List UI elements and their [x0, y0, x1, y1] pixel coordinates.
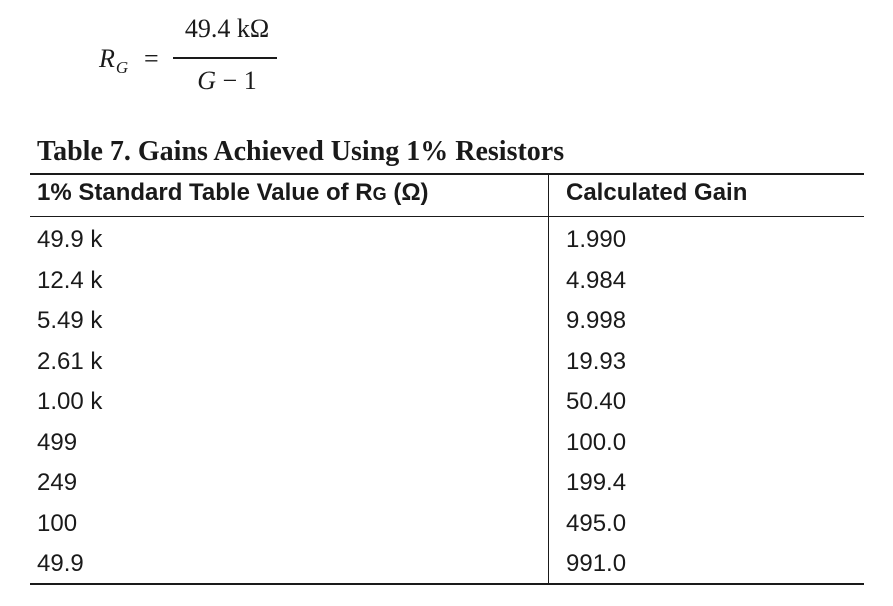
- table-row: 499 100.0: [0, 425, 893, 466]
- equation-equals-sign: =: [144, 44, 159, 73]
- table-body: 49.9 k 1.990 12.4 k 4.984 5.49 k 9.998 2…: [0, 222, 893, 587]
- column-header-resistor-subscript: G: [372, 184, 387, 204]
- calculated-gain-cell: 19.93: [566, 347, 627, 375]
- table-top-rule: [30, 173, 864, 175]
- resistor-value-cell: 2.61 k: [37, 347, 103, 375]
- equation-lhs-variable: R: [99, 44, 115, 73]
- calculated-gain-cell: 991.0: [566, 550, 627, 577]
- column-header-calculated-gain: Calculated Gain: [566, 179, 748, 206]
- table-caption: Table 7. Gains Achieved Using 1% Resisto…: [37, 136, 565, 167]
- calculated-gain-cell: 4.984: [566, 266, 627, 294]
- column-header-resistor-prefix: 1% Standard Table Value of R: [37, 179, 373, 206]
- table-row: 12.4 k 4.984: [0, 263, 893, 304]
- table-row: 49.9 991.0: [0, 546, 893, 587]
- table-bottom-rule: [30, 583, 864, 585]
- resistor-value-cell: 100: [37, 509, 78, 537]
- resistor-value-cell: 249: [37, 469, 78, 496]
- table-row: 5.49 k 9.998: [0, 303, 893, 344]
- equation-denominator: G − 1: [175, 66, 279, 96]
- equation-lhs: RG: [99, 44, 129, 77]
- equation-numerator: 49.4 kΩ: [184, 14, 270, 43]
- equation-denominator-variable: G: [197, 66, 217, 95]
- resistor-value-cell: 49.9 k: [37, 226, 103, 253]
- equation-denominator-rest: − 1: [216, 66, 257, 95]
- table-column-divider: [548, 175, 549, 584]
- resistor-value-cell: 49.9: [37, 550, 84, 577]
- calculated-gain-cell: 495.0: [566, 509, 627, 537]
- table-row: 100 495.0: [0, 506, 893, 547]
- column-header-resistor-suffix: (Ω): [386, 179, 429, 206]
- column-header-resistor-value: 1% Standard Table Value of RG (Ω): [37, 179, 429, 207]
- resistor-value-cell: 12.4 k: [37, 266, 103, 294]
- calculated-gain-cell: 100.0: [566, 428, 627, 456]
- resistor-value-cell: 5.49 k: [37, 307, 103, 334]
- resistor-value-cell: 1.00 k: [37, 388, 103, 415]
- table-row: 49.9 k 1.990: [0, 222, 893, 263]
- table-row: 1.00 k 50.40: [0, 384, 893, 425]
- calculated-gain-cell: 50.40: [566, 388, 627, 415]
- calculated-gain-cell: 9.998: [566, 307, 627, 334]
- calculated-gain-cell: 199.4: [566, 469, 627, 496]
- table-header-rule: [30, 216, 864, 217]
- gain-equation: RG = 49.4 kΩ G − 1: [99, 14, 299, 98]
- table-row: 2.61 k 19.93: [0, 344, 893, 385]
- calculated-gain-cell: 1.990: [566, 226, 627, 253]
- resistor-value-cell: 499: [37, 428, 78, 456]
- equation-lhs-subscript: G: [115, 58, 129, 77]
- table-row: 249 199.4: [0, 465, 893, 506]
- equation-fraction-bar: [173, 57, 277, 59]
